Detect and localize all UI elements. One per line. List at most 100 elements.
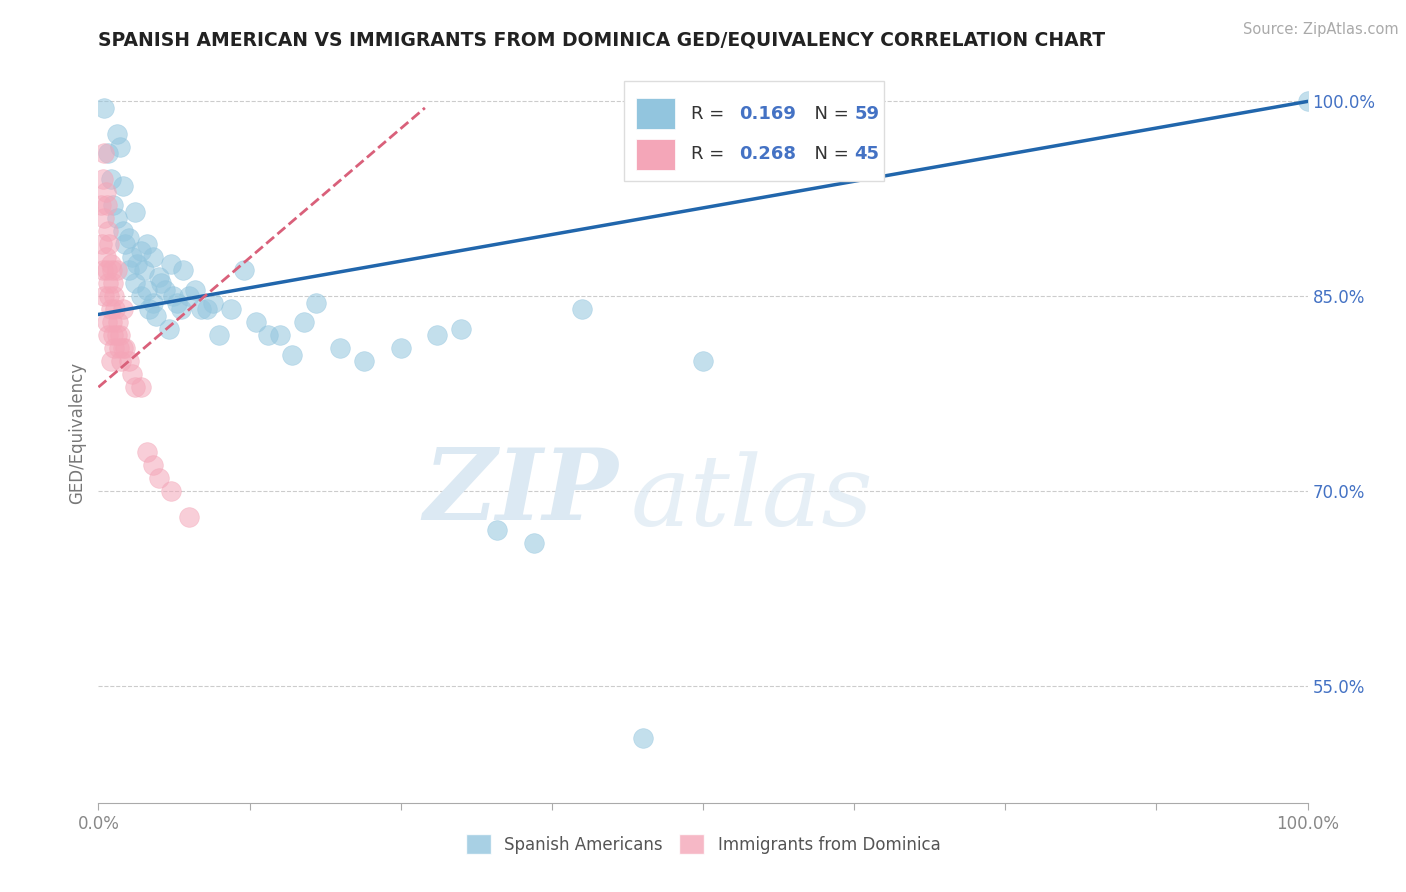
Point xyxy=(103,289,125,303)
Point xyxy=(96,263,118,277)
Point xyxy=(91,172,114,186)
Point xyxy=(100,172,122,186)
Point xyxy=(103,341,125,355)
Point xyxy=(98,289,121,303)
Point xyxy=(110,354,132,368)
Point xyxy=(269,328,291,343)
Point xyxy=(129,380,152,394)
Point xyxy=(101,198,124,212)
Point xyxy=(97,277,120,291)
Text: N =: N = xyxy=(803,104,855,122)
Point xyxy=(124,380,146,394)
Point xyxy=(523,536,546,550)
Point xyxy=(98,237,121,252)
Point xyxy=(353,354,375,368)
Point xyxy=(160,484,183,499)
Point xyxy=(292,315,315,329)
Point xyxy=(101,328,124,343)
Point xyxy=(184,283,207,297)
Point xyxy=(111,302,134,317)
Point xyxy=(142,250,165,264)
Point xyxy=(179,510,201,524)
Point xyxy=(107,315,129,329)
Point xyxy=(160,257,183,271)
Point xyxy=(121,367,143,381)
Point xyxy=(129,244,152,258)
Text: N =: N = xyxy=(803,145,855,163)
Point xyxy=(692,354,714,368)
Point xyxy=(256,328,278,343)
FancyBboxPatch shape xyxy=(637,138,675,169)
Point xyxy=(124,204,146,219)
Text: SPANISH AMERICAN VS IMMIGRANTS FROM DOMINICA GED/EQUIVALENCY CORRELATION CHART: SPANISH AMERICAN VS IMMIGRANTS FROM DOMI… xyxy=(98,30,1105,50)
Legend: Spanish Americans, Immigrants from Dominica: Spanish Americans, Immigrants from Domin… xyxy=(458,828,948,861)
Point xyxy=(100,315,122,329)
Text: R =: R = xyxy=(690,104,730,122)
Point xyxy=(305,295,328,310)
Point xyxy=(142,458,165,472)
Text: 0.268: 0.268 xyxy=(740,145,796,163)
Point xyxy=(150,277,173,291)
Point xyxy=(162,289,184,303)
Point xyxy=(148,269,170,284)
Point xyxy=(94,250,117,264)
FancyBboxPatch shape xyxy=(624,81,884,181)
Point xyxy=(389,341,412,355)
Point xyxy=(100,354,122,368)
Point xyxy=(94,186,117,200)
Point xyxy=(111,178,134,193)
Point xyxy=(121,250,143,264)
FancyBboxPatch shape xyxy=(637,98,675,129)
Point xyxy=(114,341,136,355)
Text: 0.169: 0.169 xyxy=(740,104,796,122)
Point xyxy=(232,263,254,277)
Point xyxy=(104,302,127,317)
Point xyxy=(111,224,134,238)
Point xyxy=(145,309,167,323)
Point xyxy=(97,146,120,161)
Point xyxy=(281,348,304,362)
Point xyxy=(100,263,122,277)
Text: 45: 45 xyxy=(855,145,879,163)
Point xyxy=(138,302,160,317)
Point xyxy=(93,289,115,303)
Point xyxy=(135,445,157,459)
Point xyxy=(101,277,124,291)
Point xyxy=(100,257,122,271)
Point xyxy=(111,341,134,355)
Point xyxy=(631,731,654,745)
Point xyxy=(571,302,593,317)
Point xyxy=(124,277,146,291)
Point xyxy=(190,302,212,317)
Point xyxy=(1296,95,1319,109)
Point xyxy=(202,295,225,310)
Point xyxy=(135,237,157,252)
Point xyxy=(97,224,120,238)
Y-axis label: GED/Equivalency: GED/Equivalency xyxy=(69,361,87,504)
Text: Source: ZipAtlas.com: Source: ZipAtlas.com xyxy=(1243,22,1399,37)
Point xyxy=(91,263,114,277)
Point xyxy=(195,302,218,317)
Text: atlas: atlas xyxy=(630,451,873,547)
Point xyxy=(90,198,112,212)
Point xyxy=(93,101,115,115)
Point xyxy=(105,328,128,343)
Point xyxy=(153,283,176,297)
Point xyxy=(450,322,472,336)
Point xyxy=(118,354,141,368)
Text: R =: R = xyxy=(690,145,730,163)
Point xyxy=(129,289,152,303)
Point xyxy=(96,315,118,329)
Point xyxy=(91,237,114,252)
Point xyxy=(166,295,188,310)
Point xyxy=(108,140,131,154)
Point xyxy=(93,146,115,161)
Point xyxy=(118,231,141,245)
Point xyxy=(157,322,180,336)
Point xyxy=(169,302,191,317)
Point xyxy=(96,198,118,212)
Point xyxy=(148,471,170,485)
Text: ZIP: ZIP xyxy=(423,443,619,540)
Point xyxy=(426,328,449,343)
Point xyxy=(208,328,231,343)
